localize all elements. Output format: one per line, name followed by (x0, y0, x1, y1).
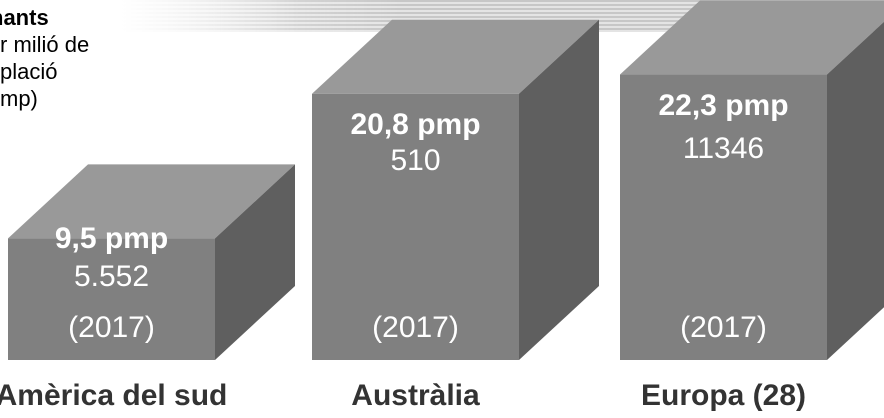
legend-line-2: plació (0, 59, 58, 84)
bar-side-face (215, 164, 295, 360)
header-banner-fade (0, 0, 300, 32)
bar-value-label: 9,5 pmp (55, 222, 168, 255)
bar (620, 74, 827, 360)
legend-line-3: mp) (0, 86, 38, 111)
bar-year-label: (2017) (680, 311, 767, 344)
chart-legend: nants r milió de plació mp) (0, 4, 89, 112)
legend-title: nants (0, 5, 49, 30)
category-label: Amèrica del sud (0, 379, 227, 412)
bar-count-label: 5.552 (74, 260, 149, 293)
legend-line-1: r milió de (0, 32, 90, 57)
bar-year-label: (2017) (372, 311, 459, 344)
category-label: Austràlia (351, 379, 480, 412)
bar (312, 93, 519, 360)
bar-value-label: 20,8 pmp (350, 108, 480, 141)
bar-count-label: 510 (390, 144, 440, 177)
bar (8, 238, 215, 360)
category-label: Europa (28) (641, 379, 806, 412)
bar-year-label: (2017) (68, 311, 155, 344)
bar-side-face (519, 19, 599, 360)
bar-side-face (827, 21, 884, 360)
bar-top-face (620, 0, 884, 75)
bar-value-label: 22,3 pmp (658, 89, 788, 122)
bar-count-label: 11346 (683, 132, 764, 165)
bar-top-face (312, 19, 599, 94)
bar-top-face (8, 164, 295, 239)
